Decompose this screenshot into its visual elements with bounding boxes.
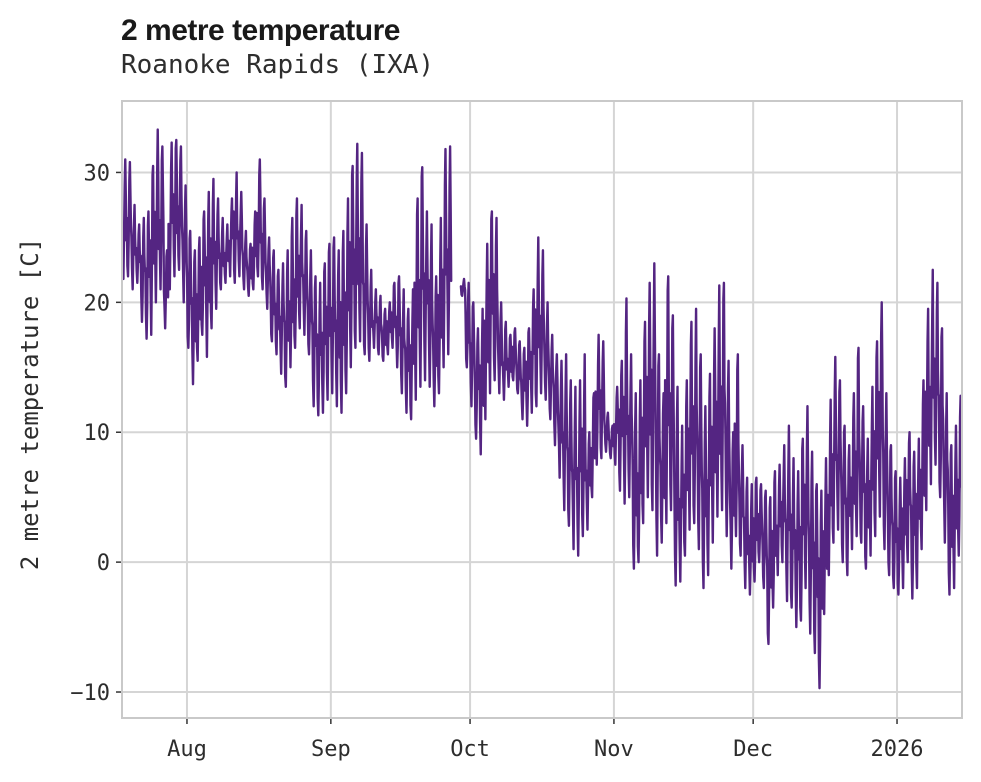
svg-text:Aug: Aug [167,737,207,762]
svg-text:30: 30 [84,161,111,186]
svg-text:Dec: Dec [733,737,773,762]
svg-text:−10: −10 [70,681,110,706]
svg-text:Sep: Sep [311,737,351,762]
svg-text:10: 10 [84,421,111,446]
svg-text:0: 0 [97,551,110,576]
panel-border [121,100,963,719]
chart-title: 2 metre temperature [121,14,400,47]
svg-text:Oct: Oct [450,737,490,762]
x-tick-labels: Aug Sep Oct Nov Dec 2026 [167,737,923,762]
temperature-series-line [122,128,962,690]
y-tick-labels: −10 0 10 20 30 [70,161,110,706]
chart-subtitle: Roanoke Rapids (IXA) [121,50,435,80]
svg-text:Nov: Nov [594,737,634,762]
axis-tick-marks [116,171,898,724]
svg-text:2026: 2026 [871,737,924,762]
svg-text:20: 20 [84,291,111,316]
